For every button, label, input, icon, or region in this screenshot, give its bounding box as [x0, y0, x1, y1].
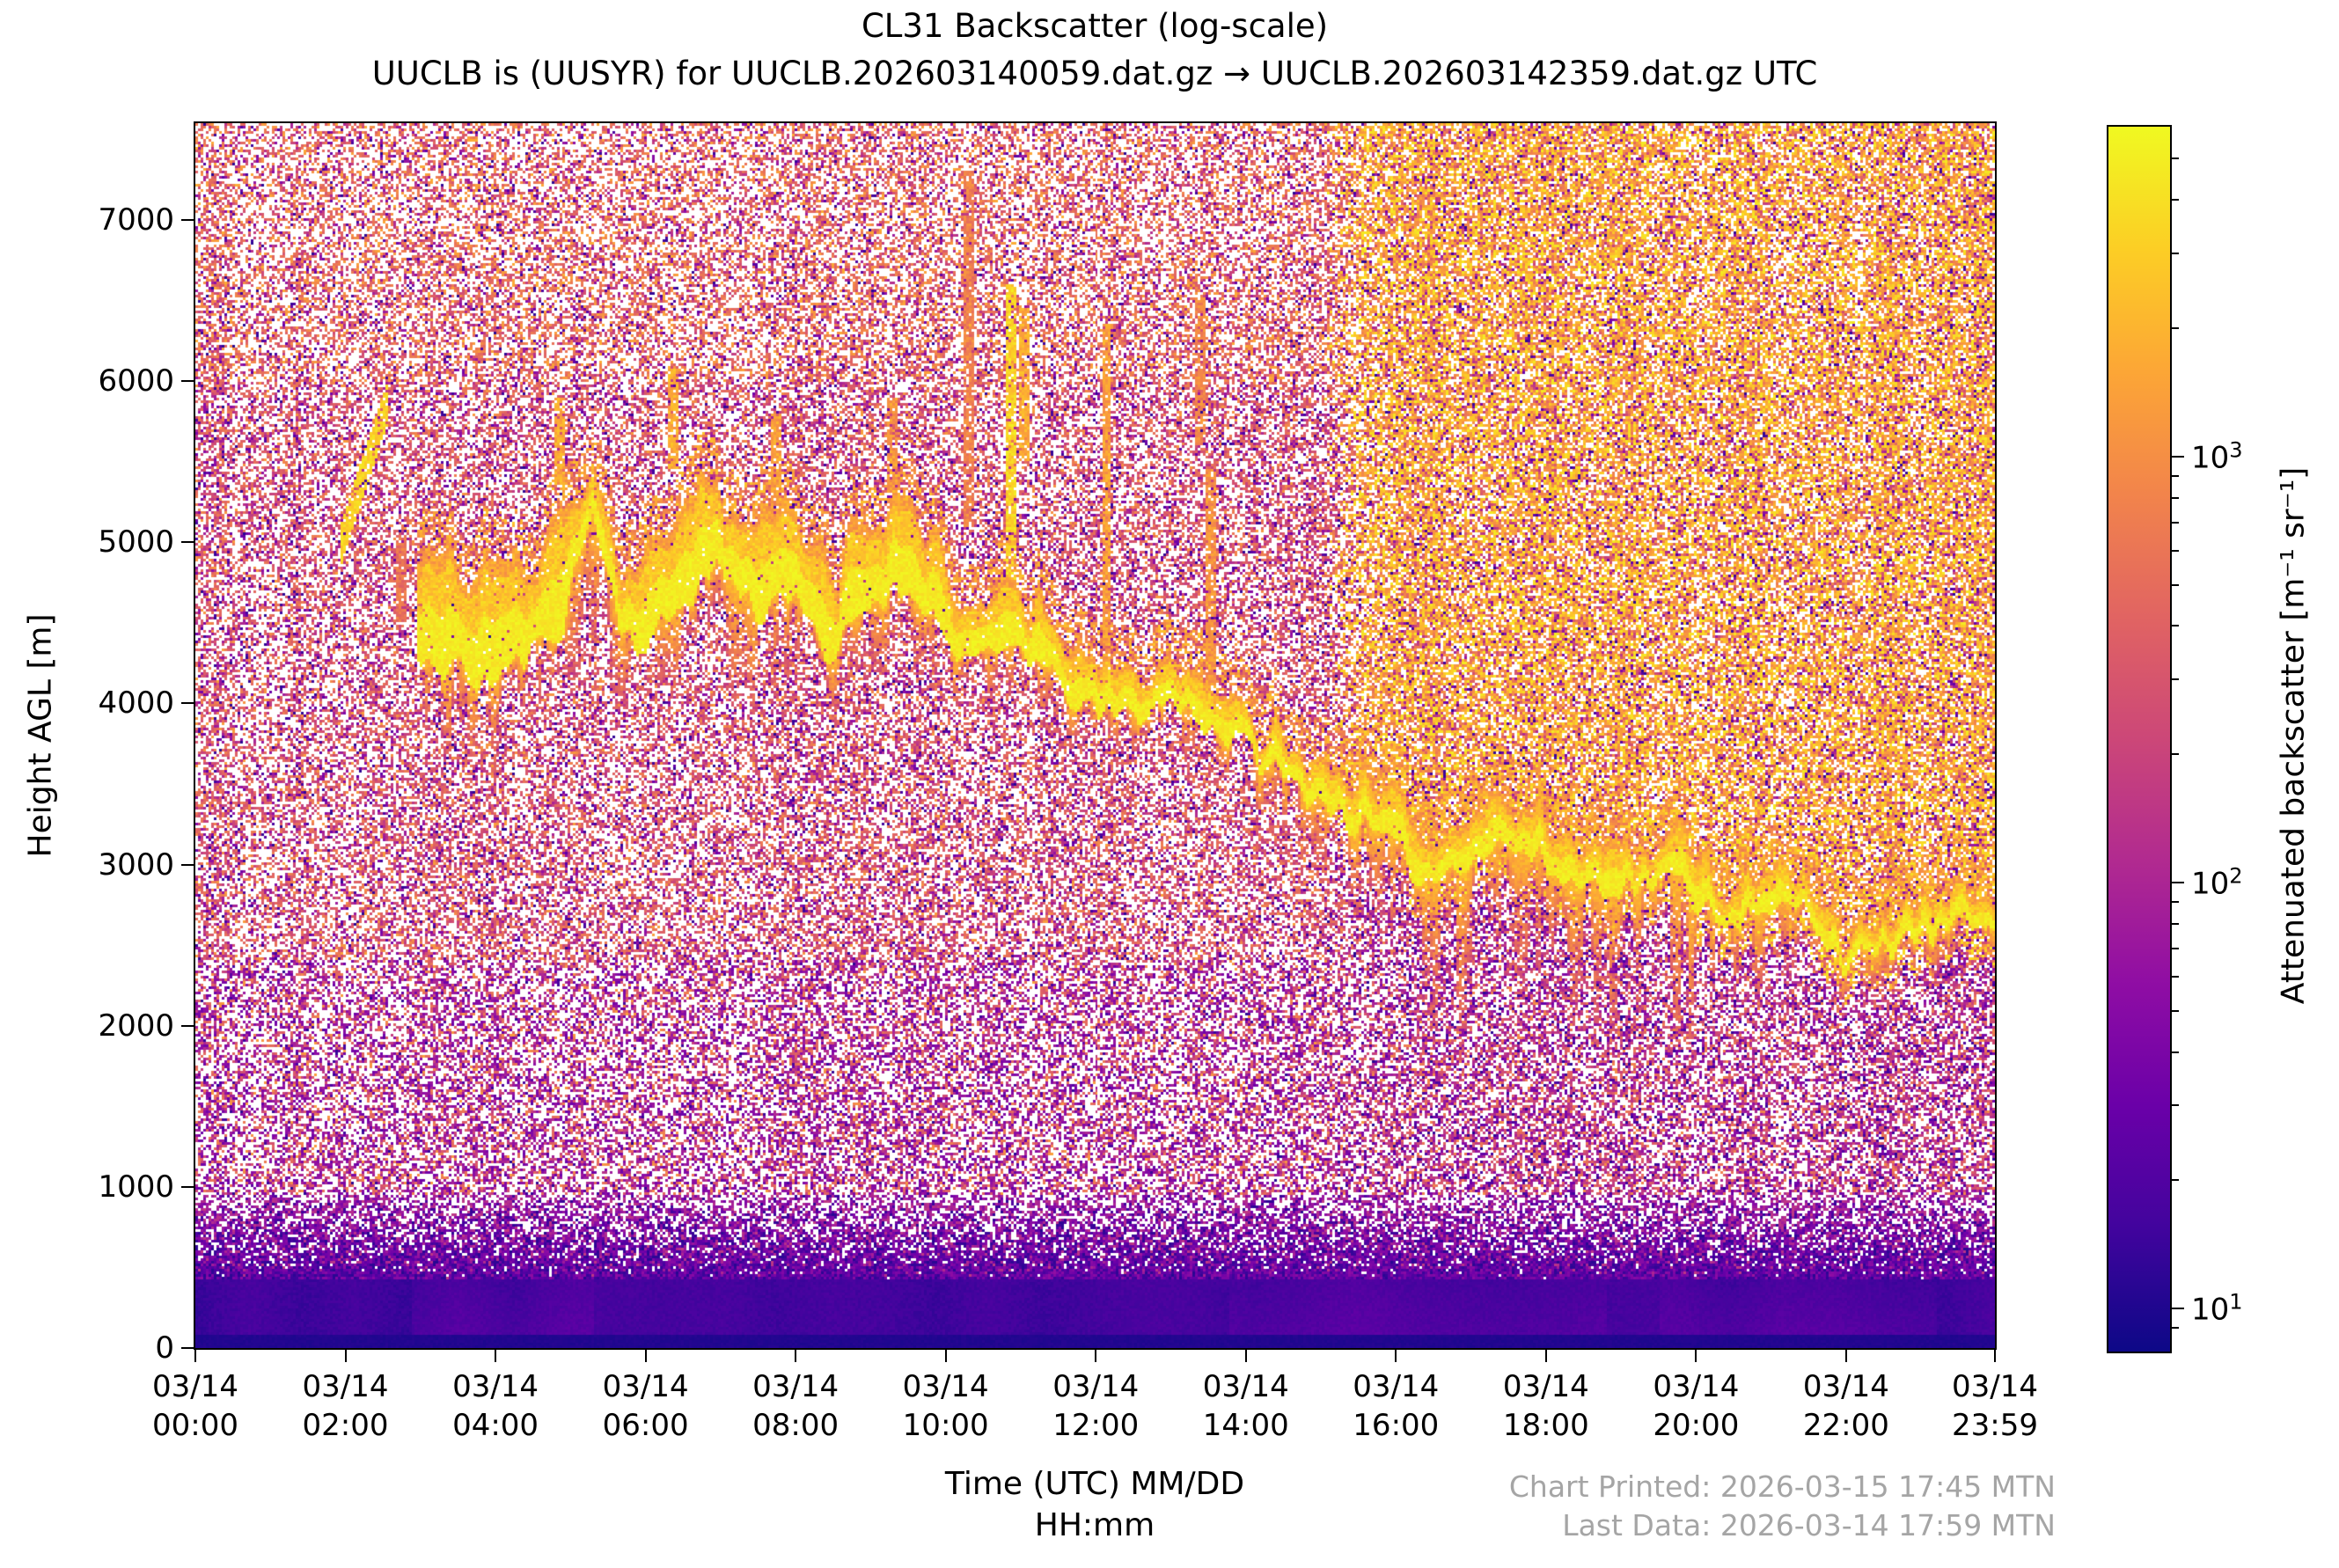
colorbar-tick-mark	[2172, 327, 2179, 329]
x-axis-label: Time (UTC) MM/DD HH:mm	[945, 1464, 1244, 1547]
colorbar-tick-mark	[2172, 976, 2179, 978]
colorbar-tick-mark	[2172, 625, 2179, 627]
colorbar-tick-mark	[2172, 199, 2179, 201]
y-tick-mark	[181, 380, 194, 383]
colorbar-tick-mark	[2172, 252, 2179, 254]
y-tick-label: 5000	[98, 524, 174, 561]
colorbar-label: Attenuated backscatter [m⁻¹ sr⁻¹]	[2275, 466, 2312, 1005]
x-tick-label: 03/14 00:00	[152, 1369, 238, 1444]
colorbar-tick-mark	[2172, 550, 2179, 553]
x-axis-label-line1: Time (UTC) MM/DD	[944, 1466, 1245, 1502]
y-tick-label: 4000	[98, 685, 174, 722]
x-tick-label: 03/14 02:00	[302, 1369, 389, 1444]
colorbar-tick-mark	[2172, 901, 2179, 904]
x-tick-label: 03/14 10:00	[902, 1369, 989, 1444]
colorbar-tick-mark	[2172, 1104, 2179, 1107]
x-tick-label: 03/14 12:00	[1052, 1369, 1140, 1444]
x-tick-mark	[1095, 1350, 1097, 1362]
colorbar-tick-mark	[2172, 1009, 2179, 1012]
footer-chart-printed: Chart Printed: 2026-03-15 17:45 MTN	[1508, 1469, 2056, 1504]
y-tick-mark	[181, 702, 194, 705]
y-tick-label: 6000	[98, 363, 174, 399]
x-tick-mark	[344, 1350, 347, 1362]
colorbar-tick-label: 101	[2191, 1289, 2243, 1328]
y-tick-mark	[181, 1185, 194, 1188]
colorbar-tick-mark	[2172, 521, 2179, 524]
x-tick-label: 03/14 22:00	[1802, 1369, 1889, 1444]
chart-subtitle: UUCLB is (UUSYR) for UUCLB.202603140059.…	[371, 55, 1818, 92]
x-tick-mark	[1395, 1350, 1397, 1362]
x-axis-label-line2: HH:mm	[1034, 1506, 1155, 1543]
x-tick-mark	[1244, 1350, 1247, 1362]
colorbar-tick-mark	[2172, 1308, 2184, 1310]
x-tick-label: 03/14 04:00	[452, 1369, 539, 1444]
colorbar-tick-mark	[2172, 583, 2179, 586]
colorbar-tick-label: 103	[2191, 437, 2243, 476]
x-tick-label: 03/14 20:00	[1653, 1369, 1740, 1444]
x-tick-mark	[194, 1350, 196, 1362]
x-tick-mark	[1994, 1350, 1996, 1362]
y-tick-label: 1000	[98, 1169, 174, 1205]
colorbar-tick-mark	[2172, 158, 2179, 160]
footer-last-data: Last Data: 2026-03-14 17:59 MTN	[1562, 1507, 2056, 1542]
colorbar-tick-mark	[2172, 678, 2179, 680]
x-tick-mark	[1844, 1350, 1847, 1362]
colorbar-tick-mark	[2172, 922, 2179, 925]
x-tick-mark	[1695, 1350, 1697, 1362]
y-tick-mark	[181, 218, 194, 221]
colorbar-tick-mark	[2172, 1327, 2179, 1330]
colorbar-tick-mark	[2172, 753, 2179, 756]
y-tick-label: 0	[155, 1330, 174, 1366]
y-tick-label: 7000	[98, 201, 174, 238]
x-tick-mark	[944, 1350, 947, 1362]
colorbar	[2107, 125, 2172, 1353]
colorbar-tick-mark	[2172, 455, 2184, 458]
y-tick-label: 2000	[98, 1007, 174, 1044]
colorbar-tick-mark	[2172, 474, 2179, 477]
y-tick-mark	[181, 541, 194, 544]
colorbar-tick-mark	[2172, 496, 2179, 499]
y-tick-mark	[181, 1024, 194, 1027]
chart-title: CL31 Backscatter (log-scale)	[861, 7, 1329, 45]
y-tick-mark	[181, 863, 194, 866]
y-axis-label: Height AGL [m]	[22, 613, 59, 858]
backscatter-heatmap-canvas	[195, 123, 1995, 1348]
x-tick-label: 03/14 16:00	[1353, 1369, 1440, 1444]
x-tick-label: 03/14 06:00	[602, 1369, 689, 1444]
colorbar-tick-mark	[2172, 881, 2184, 883]
x-tick-mark	[495, 1350, 497, 1362]
x-tick-label: 03/14 23:59	[1952, 1369, 2038, 1444]
footer-stamps: Chart Printed: 2026-03-15 17:45 MTN Last…	[1509, 1468, 2056, 1544]
x-tick-label: 03/14 18:00	[1502, 1369, 1589, 1444]
x-tick-label: 03/14 08:00	[752, 1369, 840, 1444]
x-tick-mark	[795, 1350, 797, 1362]
colorbar-tick-label: 102	[2191, 863, 2243, 902]
x-tick-mark	[644, 1350, 647, 1362]
y-tick-label: 3000	[98, 846, 174, 883]
colorbar-tick-mark	[2172, 1179, 2179, 1182]
colorbar-tick-mark	[2172, 947, 2179, 949]
y-tick-mark	[181, 1347, 194, 1349]
x-tick-label: 03/14 14:00	[1202, 1369, 1289, 1444]
colorbar-tick-mark	[2172, 1051, 2179, 1053]
x-tick-mark	[1544, 1350, 1547, 1362]
